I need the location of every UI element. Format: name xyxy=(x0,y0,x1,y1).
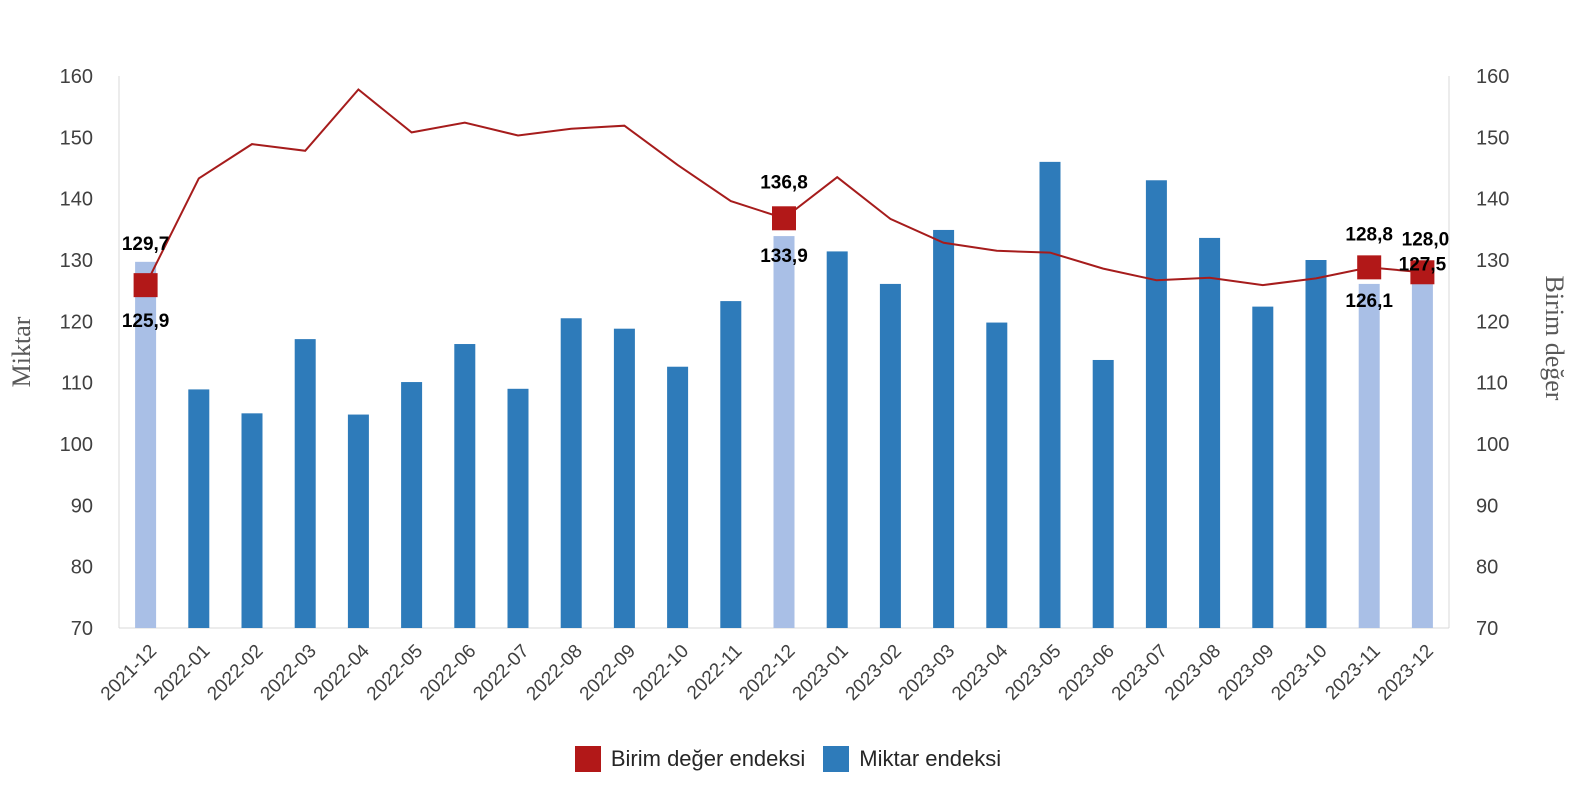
y-tick-label-left: 130 xyxy=(60,250,93,272)
y-tick-label-right: 160 xyxy=(1476,66,1509,88)
bar xyxy=(826,251,848,628)
y-tick-label-left: 90 xyxy=(71,495,93,517)
x-tick-label: 2023-09 xyxy=(1214,641,1278,705)
y-tick-label-left: 80 xyxy=(71,557,93,579)
bar xyxy=(933,229,955,629)
bar xyxy=(1305,260,1327,628)
y-tick-label-left: 100 xyxy=(60,434,93,456)
legend-swatch-miktar xyxy=(823,746,850,772)
x-tick-label: 2023-04 xyxy=(948,640,1012,704)
data-label: 127,5 xyxy=(1399,254,1447,275)
y-tick-label-left: 70 xyxy=(71,618,93,640)
y-axis-title-right: Birim değer xyxy=(1540,276,1569,401)
bar xyxy=(294,339,316,628)
data-label: 133,9 xyxy=(760,246,808,267)
y-tick-label-right: 140 xyxy=(1476,189,1509,211)
x-tick-label: 2023-08 xyxy=(1161,641,1225,705)
y-tick-label-right: 70 xyxy=(1476,618,1498,640)
line-marker xyxy=(772,206,796,231)
data-label: 136,8 xyxy=(760,172,808,193)
x-tick-label: 2022-10 xyxy=(629,641,693,705)
bar xyxy=(720,301,742,628)
bar xyxy=(1039,161,1061,628)
line-marker xyxy=(133,273,158,298)
x-tick-label: 2022-09 xyxy=(576,641,640,705)
legend-swatch-birim-deger xyxy=(574,746,601,772)
x-tick-label: 2023-01 xyxy=(789,641,853,705)
bar xyxy=(188,389,210,628)
data-label: 126,1 xyxy=(1345,291,1393,312)
bar xyxy=(879,283,901,628)
data-label: 129,7 xyxy=(122,234,170,255)
x-tick-label: 2023-03 xyxy=(895,641,959,705)
y-tick-label-left: 150 xyxy=(60,127,93,149)
bar xyxy=(507,388,529,628)
legend-item-miktar[interactable]: Miktar endeksi xyxy=(823,746,1001,772)
line-marker xyxy=(1357,255,1382,280)
bar xyxy=(135,261,157,628)
bar xyxy=(986,322,1008,628)
bar xyxy=(1411,275,1433,628)
x-tick-label: 2023-06 xyxy=(1055,641,1119,705)
bar xyxy=(773,236,795,628)
y-tick-label-right: 100 xyxy=(1476,434,1509,456)
bar xyxy=(347,414,369,628)
legend-label-birim-deger: Birim değer endeksi xyxy=(610,746,806,771)
bar xyxy=(613,328,635,628)
bar xyxy=(560,318,582,628)
y-tick-label-right: 130 xyxy=(1476,250,1509,272)
x-tick-label: 2022-08 xyxy=(523,641,587,705)
y-tick-label-right: 110 xyxy=(1476,373,1508,395)
y-tick-label-left: 110 xyxy=(61,373,93,395)
data-label: 128,8 xyxy=(1345,224,1393,245)
x-tick-label: 2023-07 xyxy=(1108,641,1172,705)
x-tick-label: 2022-03 xyxy=(257,641,321,705)
x-tick-label: 2023-05 xyxy=(1001,641,1065,705)
bar xyxy=(1252,306,1274,628)
x-tick-label: 2022-12 xyxy=(735,641,799,705)
bar xyxy=(1145,180,1167,628)
bar xyxy=(241,413,263,628)
x-tick-label: 2022-01 xyxy=(150,641,214,705)
bar xyxy=(1092,359,1114,628)
bar xyxy=(667,366,689,628)
x-tick-label: 2022-06 xyxy=(416,641,480,705)
legend-item-birim-deger[interactable]: Birim değer endeksi xyxy=(574,746,806,772)
x-tick-label: 2023-12 xyxy=(1374,641,1438,705)
y-tick-label-left: 120 xyxy=(60,311,93,333)
x-tick-label: 2022-05 xyxy=(363,641,427,705)
x-tick-label: 2022-07 xyxy=(469,641,533,705)
y-tick-label-right: 150 xyxy=(1476,127,1509,149)
y-tick-label-right: 90 xyxy=(1476,495,1498,517)
y-tick-label-left: 160 xyxy=(60,66,93,88)
bar xyxy=(1358,283,1380,628)
data-label: 125,9 xyxy=(122,311,170,332)
line-marker xyxy=(1410,260,1435,285)
x-tick-label: 2023-10 xyxy=(1267,641,1331,705)
legend: Birim değer endeksi Miktar endeksi xyxy=(0,746,1576,772)
x-tick-label: 2022-04 xyxy=(310,640,374,704)
x-tick-label: 2022-11 xyxy=(683,641,746,704)
x-tick-label: 2021-12 xyxy=(97,641,161,705)
y-axis-title-left: Miktar xyxy=(7,316,36,387)
bar xyxy=(401,382,423,628)
x-tick-label: 2023-02 xyxy=(842,641,906,705)
x-tick-label: 2023-11 xyxy=(1322,641,1385,704)
y-tick-label-right: 80 xyxy=(1476,557,1498,579)
y-tick-label-right: 120 xyxy=(1476,311,1509,333)
legend-label-miktar: Miktar endeksi xyxy=(859,746,1002,771)
bar xyxy=(1199,237,1221,629)
data-label: 128,0 xyxy=(1402,229,1450,250)
x-tick-label: 2022-02 xyxy=(203,641,267,705)
bar xyxy=(454,344,476,628)
y-tick-label-left: 140 xyxy=(60,189,93,211)
